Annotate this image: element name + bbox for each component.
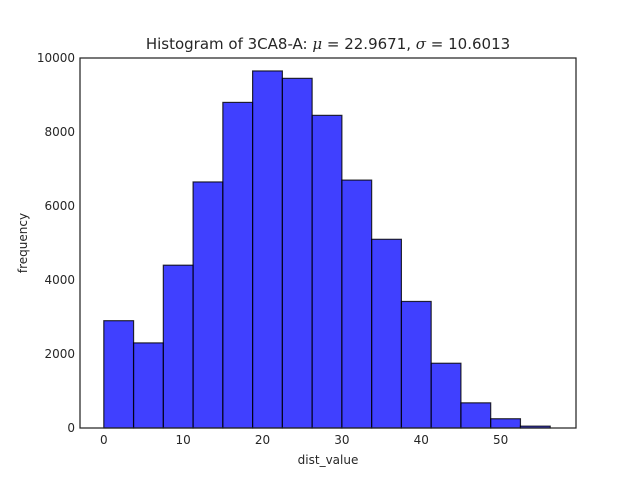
histogram-bar (490, 418, 522, 429)
x-axis-label: dist_value (298, 453, 359, 467)
x-tick-label: 40 (414, 433, 429, 447)
histogram-bar (341, 179, 373, 429)
y-axis-label: frequency (16, 213, 30, 273)
histogram-bar (222, 101, 254, 429)
histogram-bar (371, 238, 403, 429)
histogram-bar (460, 402, 492, 429)
title-mu-symbol: μ (312, 35, 322, 53)
chart-title: Histogram of 3CA8-A: μ = 22.9671, σ = 10… (146, 35, 510, 53)
title-prefix: Histogram of 3CA8-A: (146, 35, 313, 53)
y-tick-label: 0 (67, 421, 75, 435)
histogram-bar (132, 342, 164, 429)
x-tick-label: 0 (100, 433, 108, 447)
y-tick-label: 2000 (44, 347, 75, 361)
histogram-bar (430, 362, 462, 429)
histogram-bar (103, 320, 135, 429)
histogram-bar (162, 264, 194, 429)
histogram-bar (311, 114, 343, 429)
histogram-bar (192, 181, 224, 429)
title-mu-value: = 22.9671, (322, 35, 416, 53)
x-tick-label: 10 (176, 433, 191, 447)
plot-frame (79, 57, 577, 429)
y-tick-label: 4000 (44, 273, 75, 287)
histogram-bar (281, 77, 313, 429)
title-sigma-value: = 10.6013 (426, 35, 510, 53)
histogram-bars (103, 70, 551, 429)
x-tick-label: 30 (334, 433, 349, 447)
y-tick-label: 6000 (44, 199, 75, 213)
title-sigma-symbol: σ (416, 35, 427, 53)
histogram-bar (252, 70, 283, 429)
axis-ticks: 0 10 20 30 40 50 0 2000 4000 6000 8000 10000 (37, 51, 508, 447)
y-tick-label: 10000 (37, 51, 75, 65)
histogram-bar (400, 300, 432, 429)
y-tick-label: 8000 (44, 125, 75, 139)
x-tick-label: 50 (493, 433, 508, 447)
x-tick-label: 20 (255, 433, 270, 447)
